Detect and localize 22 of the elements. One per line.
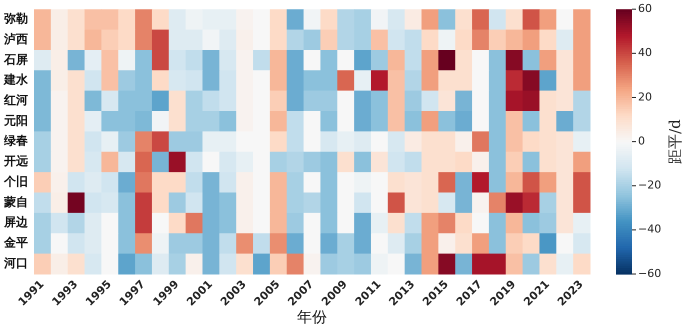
y-tick-label: 绿春 [3,134,28,148]
y-tick-label: 元阳 [3,113,28,128]
color-bar-label: −20 [638,178,662,192]
y-tick-label: 金平 [3,236,28,250]
color-bar-label: 0 [638,134,645,148]
y-tick-label: 屏边 [3,215,29,230]
y-tick-label: 开远 [3,154,29,168]
y-tick-label: 蒙自 [3,194,28,209]
y-tick-label: 泸西 [3,32,28,46]
y-tick-label: 石屏 [3,52,28,66]
y-tick-label: 建水 [3,72,29,87]
color-bar-label: 20 [638,90,652,104]
color-bar-label: −60 [638,266,662,280]
x-axis-title: 年份 [297,308,327,326]
y-tick-label: 个旧 [3,174,28,188]
color-bar-label: 40 [638,46,652,60]
color-bar-label: −40 [638,222,662,236]
y-tick-label: 弥勒 [4,12,28,26]
color-bar-label: 60 [638,2,652,16]
color-bar-title: 距平/d [666,118,684,164]
y-tick-label: 河口 [3,256,28,270]
y-tick-label: 红河 [3,92,28,107]
